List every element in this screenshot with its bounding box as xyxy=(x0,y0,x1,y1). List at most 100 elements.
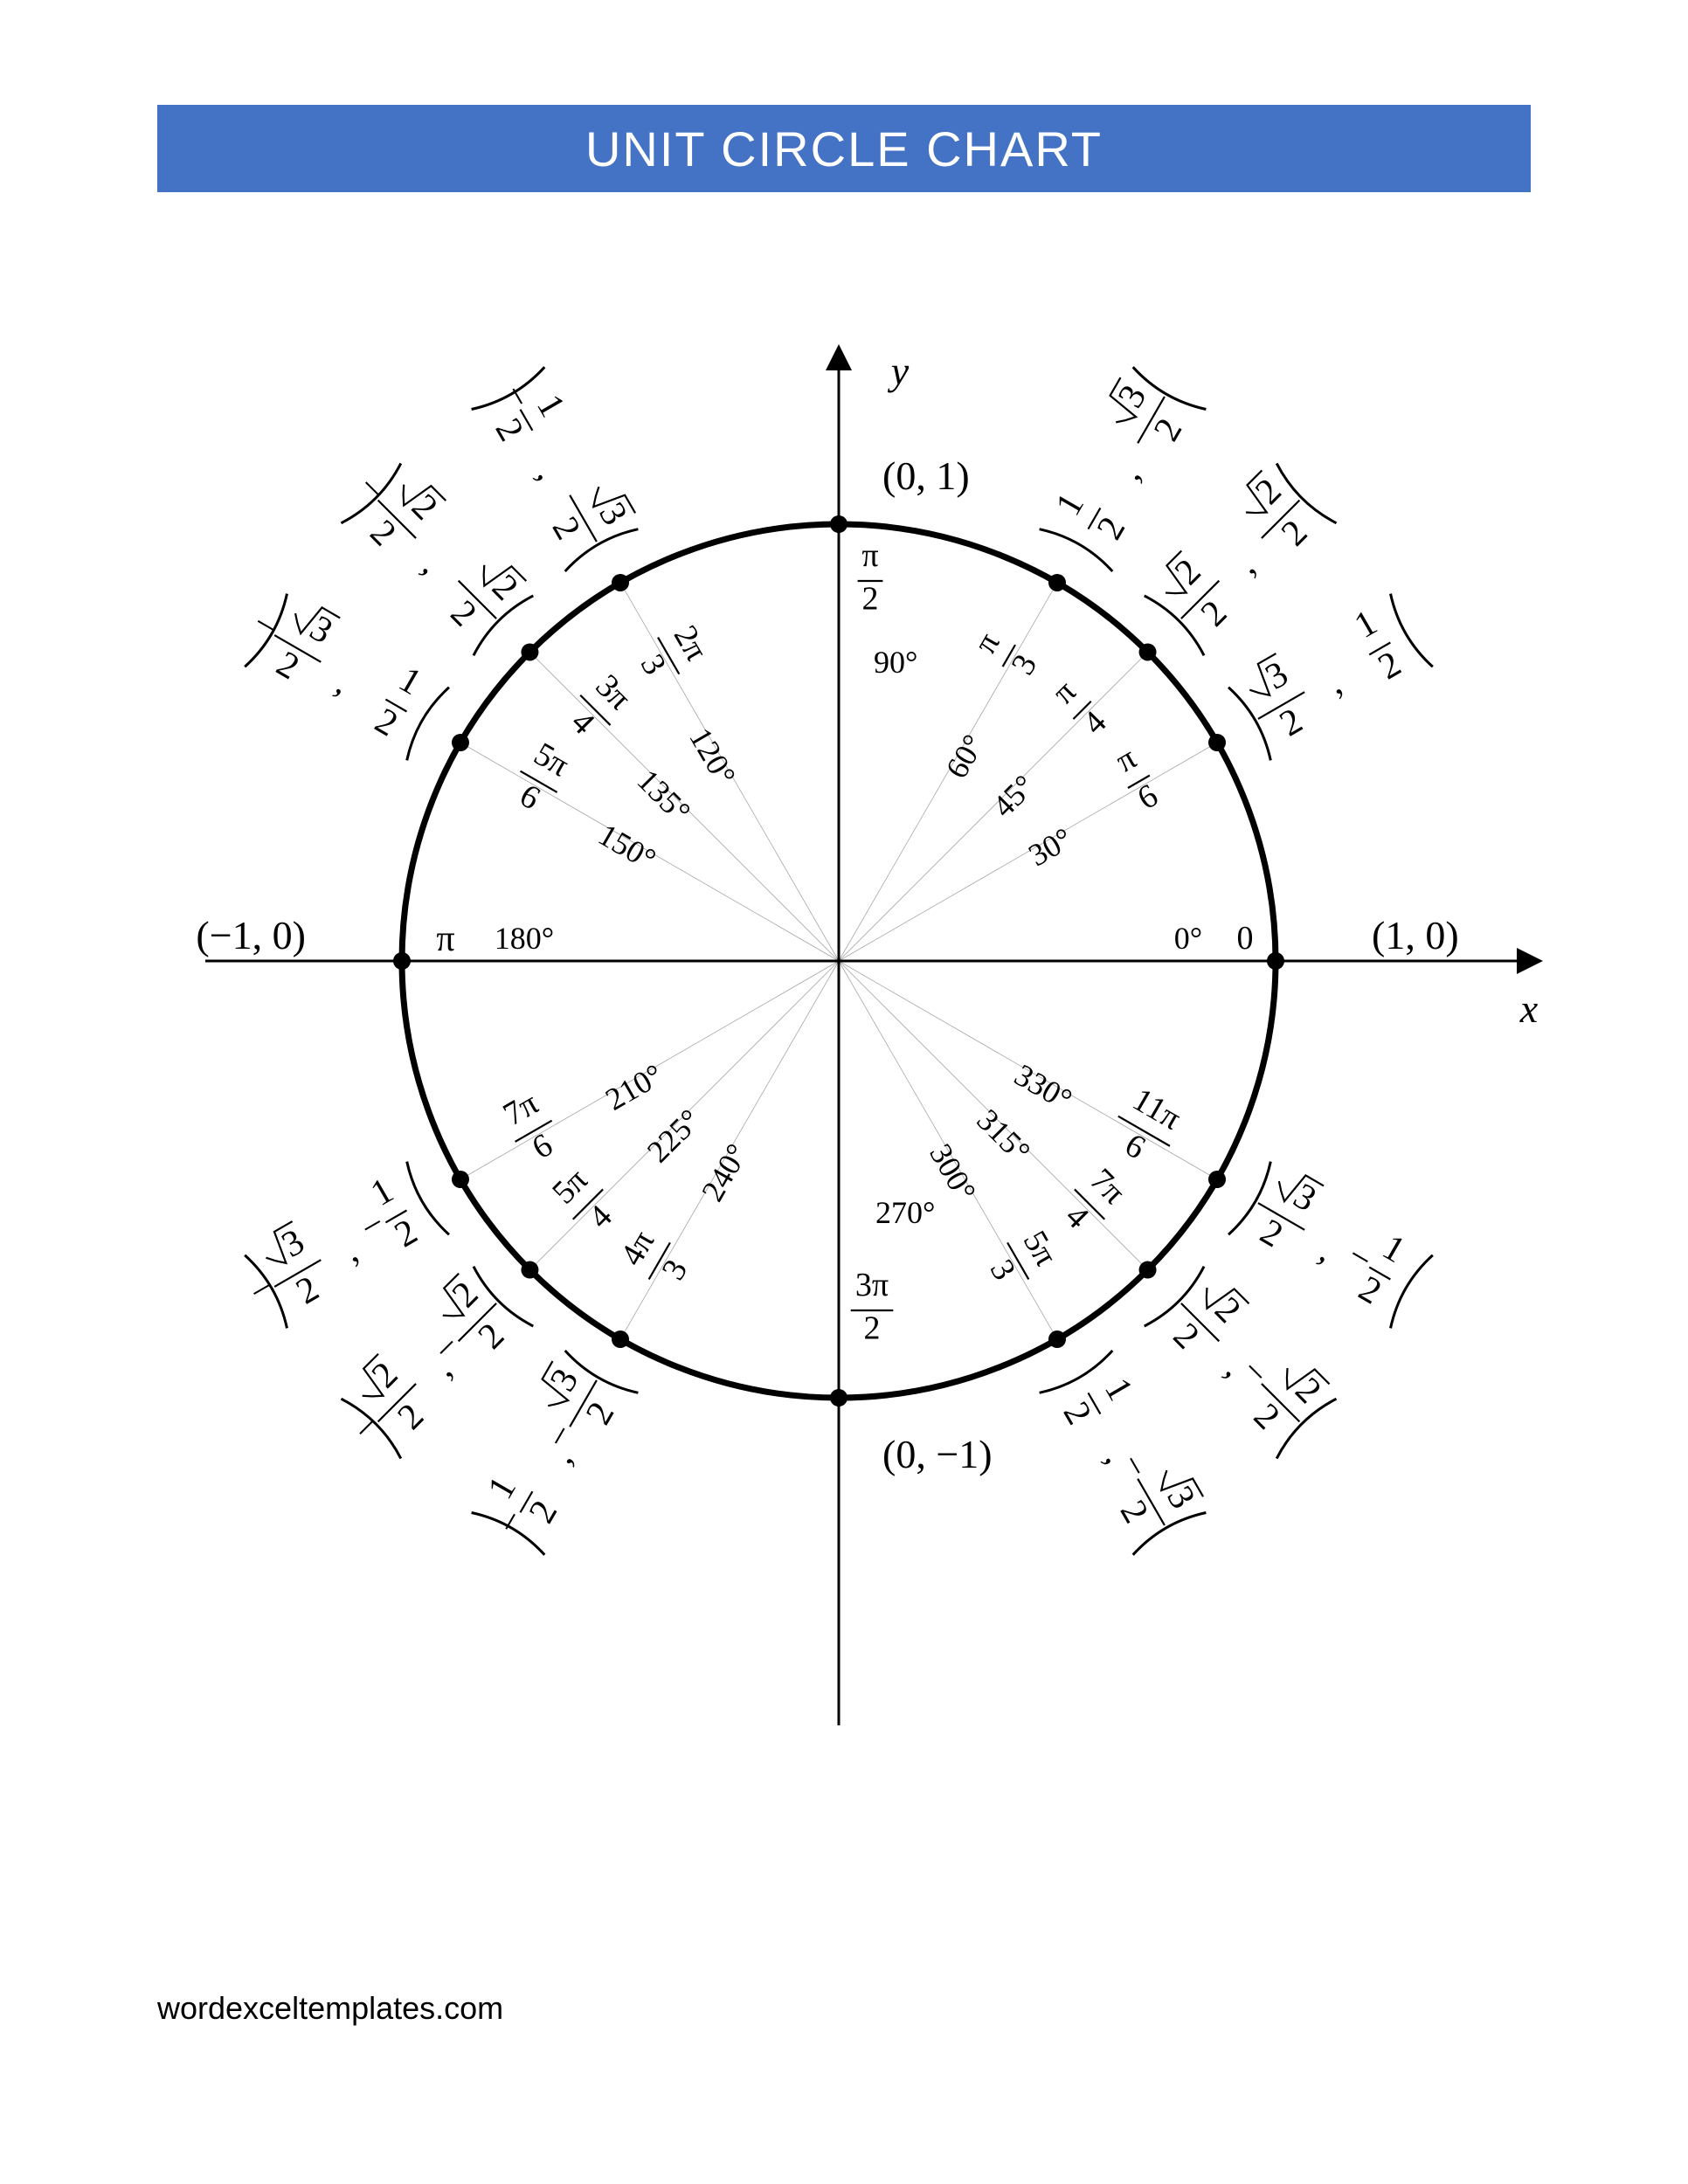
deg-label: 315° xyxy=(970,1102,1037,1170)
svg-text:,: , xyxy=(1228,547,1263,582)
svg-text:2: 2 xyxy=(1372,644,1408,688)
deg-label: 330° xyxy=(1009,1057,1078,1117)
svg-text:π: π xyxy=(967,626,1007,660)
svg-text:2: 2 xyxy=(1254,1212,1290,1255)
header-bar: UNIT CIRCLE CHART xyxy=(157,105,1531,192)
svg-text:2: 2 xyxy=(544,510,588,546)
coord-label: (−1, 0) xyxy=(196,913,306,957)
svg-text:π: π xyxy=(1045,674,1083,711)
svg-text:30°: 30° xyxy=(1022,821,1078,874)
svg-text:4: 4 xyxy=(1076,704,1113,742)
svg-text:315°: 315° xyxy=(970,1102,1037,1170)
svg-text:2: 2 xyxy=(1166,1316,1207,1357)
rad-label: π4 xyxy=(1042,670,1117,744)
svg-text:2: 2 xyxy=(1055,1395,1099,1431)
svg-text:3: 3 xyxy=(591,496,634,532)
svg-text:4: 4 xyxy=(564,704,601,742)
svg-text:3: 3 xyxy=(633,648,674,681)
svg-text:2: 2 xyxy=(445,1274,486,1315)
svg-text:120°: 120° xyxy=(682,722,743,791)
coord-label: 12,−32 xyxy=(1040,1348,1211,1555)
svg-text:−: − xyxy=(246,604,284,649)
svg-text:1: 1 xyxy=(1048,487,1092,522)
deg-label: 90° xyxy=(874,645,917,680)
svg-text:2: 2 xyxy=(484,567,525,608)
coord-label: −32,12 xyxy=(233,582,452,760)
svg-text:2: 2 xyxy=(488,411,531,447)
coord-label: (0, −1) xyxy=(882,1432,993,1476)
svg-text:2: 2 xyxy=(864,1310,881,1346)
svg-text:6: 6 xyxy=(1131,777,1164,817)
angle-point xyxy=(521,643,538,660)
svg-text:2: 2 xyxy=(1167,551,1208,592)
svg-text:2: 2 xyxy=(1273,701,1309,744)
svg-text:135°: 135° xyxy=(631,763,698,830)
deg-label: 135° xyxy=(631,763,698,830)
angle-point xyxy=(612,1330,629,1348)
coord-label: 12,32 xyxy=(1034,364,1206,571)
svg-text:240°: 240° xyxy=(695,1138,755,1207)
x-axis-label: x xyxy=(1519,986,1539,1031)
svg-text:5π: 5π xyxy=(1016,1225,1064,1272)
svg-text:7π: 7π xyxy=(497,1085,544,1133)
svg-text:,: , xyxy=(329,663,357,702)
rad-label: π2 xyxy=(858,537,883,617)
svg-text:2: 2 xyxy=(443,593,484,634)
svg-text:2: 2 xyxy=(369,701,405,744)
angle-point xyxy=(612,574,629,591)
svg-text:,: , xyxy=(529,459,569,487)
svg-text:2: 2 xyxy=(1112,1494,1156,1530)
svg-text:3: 3 xyxy=(1159,1480,1202,1516)
svg-text:6: 6 xyxy=(514,777,546,817)
svg-text:60°: 60° xyxy=(939,729,992,784)
svg-text:π: π xyxy=(1110,740,1143,780)
angle-point xyxy=(1139,1261,1157,1279)
coord-label: (0, 1) xyxy=(882,453,970,498)
svg-text:2: 2 xyxy=(1146,411,1190,447)
footer-text: wordexceltemplates.com xyxy=(157,1990,503,2026)
unit-circle-svg: xy0°0(1, 0)30°π632,1245°π422,2260°π312,3… xyxy=(157,227,1531,1712)
svg-text:2π: 2π xyxy=(667,619,715,667)
svg-text:1: 1 xyxy=(1348,603,1384,646)
angle-point xyxy=(1267,952,1284,970)
angle-point xyxy=(521,1261,538,1279)
svg-text:3: 3 xyxy=(275,1221,311,1265)
coord-label: 22,22 xyxy=(1140,460,1336,655)
coord-label: 32,12 xyxy=(1226,589,1433,760)
rad-label: 3π4 xyxy=(555,664,641,750)
svg-text:2: 2 xyxy=(1207,1289,1248,1330)
svg-text:2: 2 xyxy=(471,1316,512,1357)
svg-text:2: 2 xyxy=(1090,510,1133,546)
svg-text:4: 4 xyxy=(582,1198,619,1235)
angle-point xyxy=(830,515,847,533)
angle-point xyxy=(452,734,469,751)
rad-label: 0 xyxy=(1237,920,1254,957)
page: UNIT CIRCLE CHART xy0°0(1, 0)30°π632,124… xyxy=(0,0,1688,2184)
coord-label: −12,32 xyxy=(472,364,643,571)
svg-text:45°: 45° xyxy=(986,768,1041,824)
angle-point xyxy=(1208,1171,1226,1188)
angle-point xyxy=(830,1389,847,1406)
svg-text:,: , xyxy=(415,547,450,582)
svg-text:2: 2 xyxy=(578,1395,622,1431)
rad-label: 4π3 xyxy=(611,1220,701,1297)
svg-text:210°: 210° xyxy=(599,1057,668,1117)
rad-label: 5π4 xyxy=(542,1158,628,1245)
svg-text:3: 3 xyxy=(1110,378,1154,414)
deg-label: 45° xyxy=(986,768,1041,824)
angle-point xyxy=(1139,643,1157,660)
coord-label: −32,−12 xyxy=(231,1157,449,1335)
coord-label: 32,−12 xyxy=(1228,1157,1435,1328)
svg-text:2: 2 xyxy=(364,1355,405,1396)
rad-label: π xyxy=(436,919,454,959)
header-title: UNIT CIRCLE CHART xyxy=(585,121,1103,177)
svg-text:3: 3 xyxy=(1259,653,1295,697)
rad-label: 11π6 xyxy=(1100,1078,1192,1177)
deg-label: 150° xyxy=(592,817,661,877)
deg-label: 0° xyxy=(1174,921,1202,956)
deg-label: 240° xyxy=(695,1138,755,1207)
svg-text:6: 6 xyxy=(1119,1126,1152,1166)
svg-text:3: 3 xyxy=(983,1254,1023,1286)
deg-label: 225° xyxy=(640,1102,708,1170)
svg-text:3: 3 xyxy=(1287,1176,1323,1220)
